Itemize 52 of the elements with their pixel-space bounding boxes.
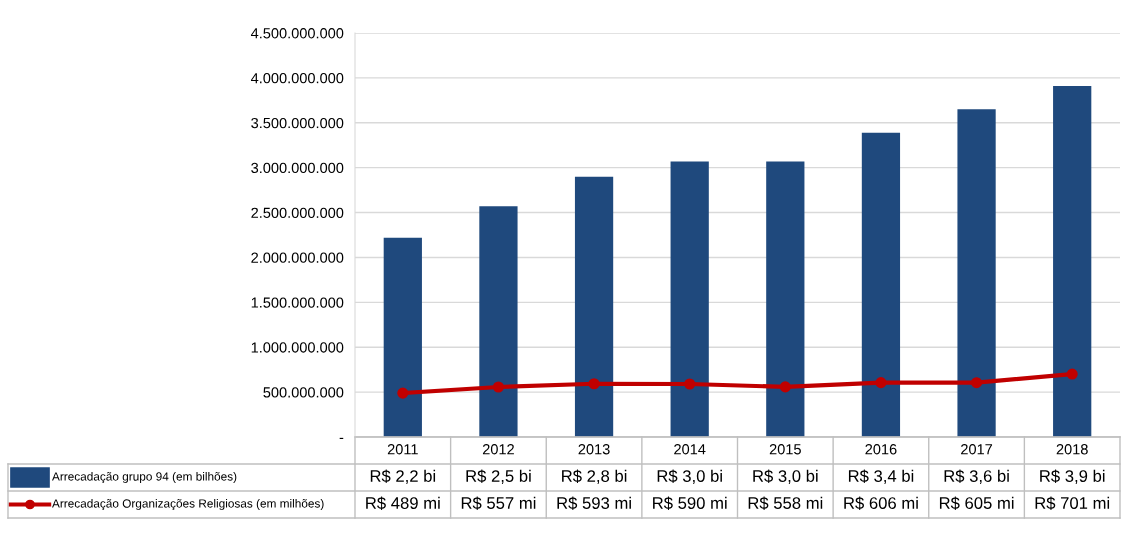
data-label: R$ 3,0 bi	[753, 469, 818, 484]
point	[971, 377, 983, 389]
data-label: R$ 3,6 bi	[944, 469, 1009, 484]
point	[588, 378, 600, 390]
data-label: R$ 701 mi	[1035, 496, 1110, 510]
y-tick-label: -	[339, 437, 344, 439]
bar	[574, 176, 614, 437]
data-label: R$ 557 mi	[461, 496, 536, 510]
y-tick-label: 500.000.000	[263, 387, 344, 398]
point	[875, 377, 887, 389]
data-label: R$ 606 mi	[844, 496, 918, 510]
y-tick-label: 1.500.000.000	[251, 297, 344, 308]
y-tick-label: 2.000.000.000	[251, 252, 344, 263]
y-tick-label: 4.500.000.000	[250, 28, 344, 39]
bar	[861, 132, 901, 437]
y-tick-label: 2.500.000.000	[251, 207, 344, 218]
data-label: R$ 3,9 bi	[1040, 469, 1105, 484]
data-label: R$ 489 mi	[366, 496, 440, 510]
x-tick-label: 2014	[674, 444, 706, 455]
point	[397, 387, 409, 399]
x-tick-label: 2013	[578, 444, 610, 455]
x-tick-label: 2015	[769, 444, 801, 455]
bar	[766, 161, 805, 437]
bar	[479, 206, 518, 437]
legend-label: Arrecadação Organizações Religiosas (em milhões)	[52, 498, 324, 511]
data-label: R$ 2,8 bi	[562, 469, 627, 484]
legend-label: Arrecadação grupo 94 (em bilhões)	[52, 471, 237, 484]
bar	[670, 161, 709, 437]
data-label: R$ 605 mi	[939, 496, 1014, 510]
x-tick-label: 2018	[1056, 444, 1088, 455]
bar	[957, 109, 996, 437]
bar	[1053, 85, 1092, 437]
x-tick-label: 2017	[961, 444, 993, 455]
data-label: R$ 3,0 bi	[657, 469, 722, 484]
x-tick-label: 2016	[865, 444, 897, 455]
y-tick-label: 4.000.000.000	[250, 72, 344, 84]
x-tick-label: 2011	[387, 444, 418, 455]
x-tick-label: 2012	[482, 444, 514, 455]
point	[684, 378, 696, 390]
y-tick-label: 3.500.000.000	[251, 117, 344, 129]
data-label: R$ 2,2 bi	[370, 469, 436, 484]
point	[1066, 368, 1078, 380]
data-label: R$ 558 mi	[748, 496, 823, 510]
y-tick-label: 3.000.000.000	[251, 162, 344, 174]
data-label: R$ 593 mi	[557, 496, 631, 510]
data-label: R$ 590 mi	[653, 496, 727, 510]
data-label: R$ 2,5 bi	[466, 469, 531, 484]
point	[492, 381, 504, 393]
data-label: R$ 3,4 bi	[848, 469, 914, 484]
bar	[383, 237, 422, 437]
y-tick-label: 1.000.000.000	[251, 342, 344, 353]
point	[779, 381, 791, 393]
